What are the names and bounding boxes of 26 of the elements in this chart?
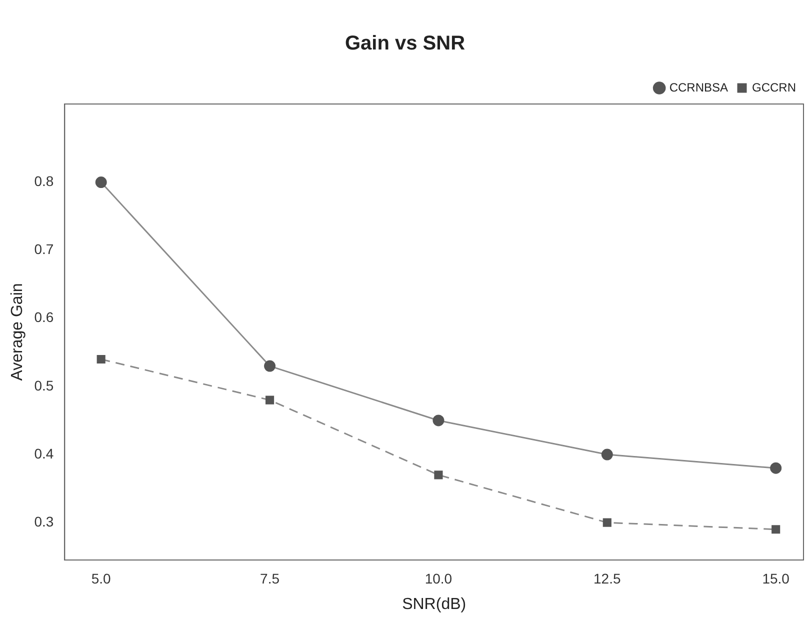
x-axis-title: SNR(dB)	[402, 596, 466, 613]
y-tick-label: 0.3	[34, 513, 54, 530]
chart-title: Gain vs SNR	[344, 32, 466, 55]
point	[770, 462, 782, 474]
x-tick-label: 12.5	[594, 570, 621, 586]
x-tick-label: 10.0	[424, 570, 452, 586]
y-tick-label: 0.6	[34, 309, 54, 326]
point	[264, 360, 276, 372]
legend-label: CCRNBSA	[669, 80, 728, 94]
y-tick-label: 0.4	[34, 445, 54, 462]
point	[601, 448, 613, 460]
point	[96, 354, 106, 364]
legend-label: GCCRN	[752, 80, 796, 94]
point	[95, 176, 107, 188]
point	[434, 470, 443, 480]
y-axis-title: Average Gain	[9, 283, 26, 381]
point	[772, 525, 780, 534]
point	[602, 518, 612, 527]
y-tick-label: 0.7	[34, 241, 54, 258]
x-tick-label: 15.0	[762, 570, 790, 586]
point	[265, 396, 274, 404]
x-tick-label: 5.0	[91, 570, 112, 586]
y-tick-label: 0.5	[34, 377, 54, 394]
x-tick-label: 7.5	[260, 570, 280, 586]
point	[432, 414, 444, 426]
y-tick-label: 0.8	[34, 173, 54, 190]
